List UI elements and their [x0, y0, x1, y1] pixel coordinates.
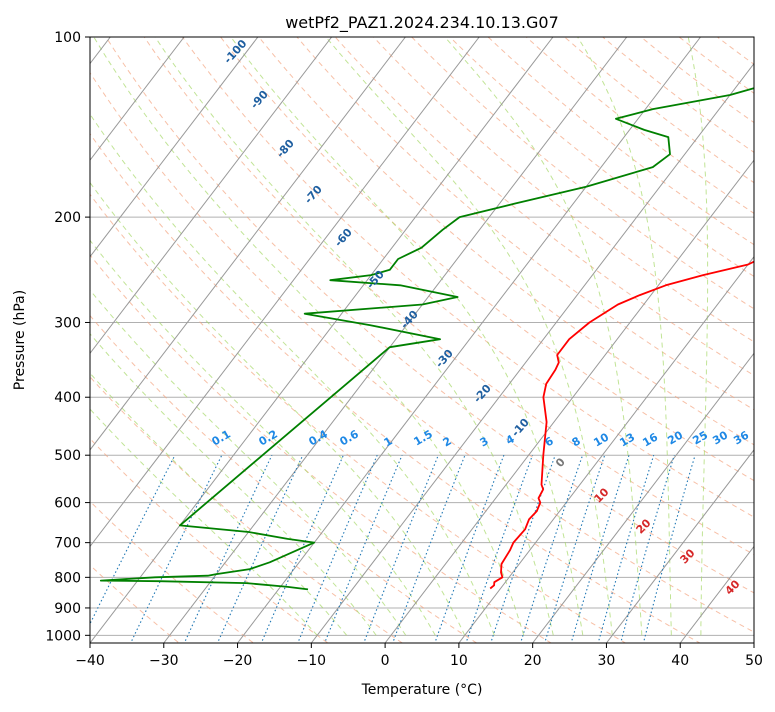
- x-tick-label: 10: [450, 653, 468, 669]
- y-axis-label: Pressure (hPa): [12, 290, 28, 390]
- plot-area: [90, 37, 754, 643]
- x-axis-label: Temperature (°C): [361, 682, 483, 698]
- chart-title: wetPf2_PAZ1.2024.234.10.13.G07: [285, 13, 559, 33]
- y-tick-label: 100: [54, 30, 81, 46]
- x-tick-label: −30: [149, 653, 179, 669]
- x-tick-label: 30: [598, 653, 616, 669]
- x-tick-label: 50: [745, 653, 763, 669]
- y-tick-label: 800: [54, 570, 81, 586]
- x-tick-label: −40: [75, 653, 105, 669]
- x-tick-label: −10: [297, 653, 327, 669]
- y-tick-label: 700: [54, 536, 81, 552]
- x-tick-label: 40: [671, 653, 689, 669]
- x-tick-label: −20: [223, 653, 253, 669]
- y-tick-label: 300: [54, 315, 81, 331]
- y-tick-label: 900: [54, 601, 81, 617]
- x-tick-label: 0: [381, 653, 390, 669]
- y-tick-label: 400: [54, 390, 81, 406]
- y-tick-label: 600: [54, 496, 81, 512]
- y-tick-label: 200: [54, 210, 81, 226]
- y-tick-label: 1000: [45, 628, 81, 644]
- x-tick-label: 20: [524, 653, 542, 669]
- y-tick-label: 500: [54, 448, 81, 464]
